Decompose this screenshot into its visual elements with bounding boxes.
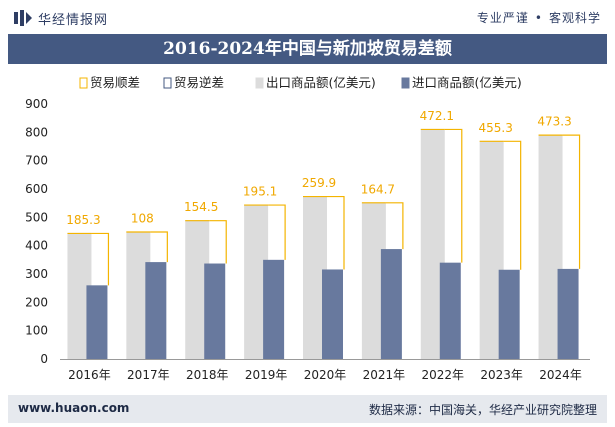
x-tick-label: 2022年	[422, 368, 465, 382]
import-bar	[439, 262, 461, 359]
x-tick-label: 2018年	[186, 368, 229, 382]
legend-import-swatch	[401, 77, 410, 89]
x-tick-label: 2019年	[245, 368, 288, 382]
x-tick-label: 2020年	[304, 368, 347, 382]
y-tick-label: 900	[25, 97, 48, 111]
x-tick-label: 2024年	[539, 368, 582, 382]
y-tick-label: 700	[25, 154, 48, 168]
surplus-value-label: 472.1	[420, 109, 454, 123]
surplus-bracket	[209, 220, 227, 264]
legend-export-swatch	[255, 77, 264, 89]
surplus-bracket	[444, 128, 463, 263]
surplus-bracket	[562, 134, 581, 269]
import-bar	[204, 263, 226, 359]
y-tick-label: 400	[25, 239, 48, 253]
y-tick-label: 300	[25, 267, 48, 281]
import-bar	[86, 285, 108, 359]
tagline: 专业严谨 • 客观科学	[477, 9, 601, 26]
surplus-bracket	[327, 195, 345, 270]
import-bar	[498, 269, 520, 359]
surplus-bracket	[503, 140, 522, 270]
import-bar	[380, 249, 402, 359]
x-tick-label: 2023年	[480, 368, 523, 382]
y-tick-label: 500	[25, 210, 48, 224]
x-tick-label: 2021年	[363, 368, 406, 382]
y-tick-label: 0	[40, 352, 48, 366]
chart-title: 2016-2024年中国与新加坡贸易差额	[163, 39, 452, 59]
surplus-value-label: 195.1	[243, 185, 277, 199]
title-bar: 2016-2024年中国与新加坡贸易差额	[8, 34, 607, 64]
bar-chart: 贸易顺差 贸易逆差 出口商品额(亿美元) 进口商品额(亿美元) 0 100 200 300 40…	[25, 75, 590, 382]
surplus-value-label: 164.7	[361, 182, 395, 196]
surplus-value-label: 473.3	[537, 115, 571, 129]
legend-deficit-label: 贸易逆差	[174, 75, 224, 90]
surplus-bracket	[91, 232, 110, 286]
y-tick-label: 800	[25, 125, 48, 139]
surplus-bracket	[268, 204, 286, 260]
tagline-right: 客观科学	[548, 11, 601, 25]
import-bar	[145, 262, 167, 359]
legend-surplus-swatch	[79, 77, 88, 89]
surplus-value-label: 108	[131, 212, 154, 226]
x-tick-label: 2017年	[127, 368, 170, 382]
logo-icon	[14, 10, 32, 26]
surplus-value-label: 185.3	[66, 213, 100, 227]
data-source: 数据来源：中国海关，华经产业研究院整理	[368, 403, 597, 417]
x-tick-label: 2016年	[68, 368, 111, 382]
import-bar	[263, 259, 285, 359]
surplus-bracket	[385, 202, 404, 250]
legend-surplus-label: 贸易顺差	[90, 75, 140, 90]
import-bar	[557, 268, 579, 359]
y-tick-label: 200	[25, 295, 48, 309]
tagline-separator: •	[534, 11, 543, 25]
surplus-bracket	[150, 231, 168, 263]
legend-import-label: 进口商品额(亿美元)	[412, 75, 522, 90]
legend-deficit-swatch	[163, 77, 172, 89]
brand-name: 华经情报网	[38, 13, 109, 28]
top-bar: 华经情报网 专业严谨 • 客观科学	[0, 0, 615, 34]
surplus-value-label: 455.3	[478, 121, 512, 135]
import-bar	[322, 269, 343, 359]
y-tick-label: 100	[25, 324, 48, 338]
site-url: www.huaon.com	[18, 401, 130, 415]
tagline-left: 专业严谨	[476, 11, 529, 25]
footer-bar: www.huaon.com 数据来源：中国海关，华经产业研究院整理	[8, 395, 607, 423]
surplus-value-label: 154.5	[184, 200, 218, 214]
surplus-value-label: 259.9	[302, 176, 336, 190]
y-tick-label: 600	[25, 182, 48, 196]
legend-export-label: 出口商品额(亿美元)	[266, 75, 376, 90]
